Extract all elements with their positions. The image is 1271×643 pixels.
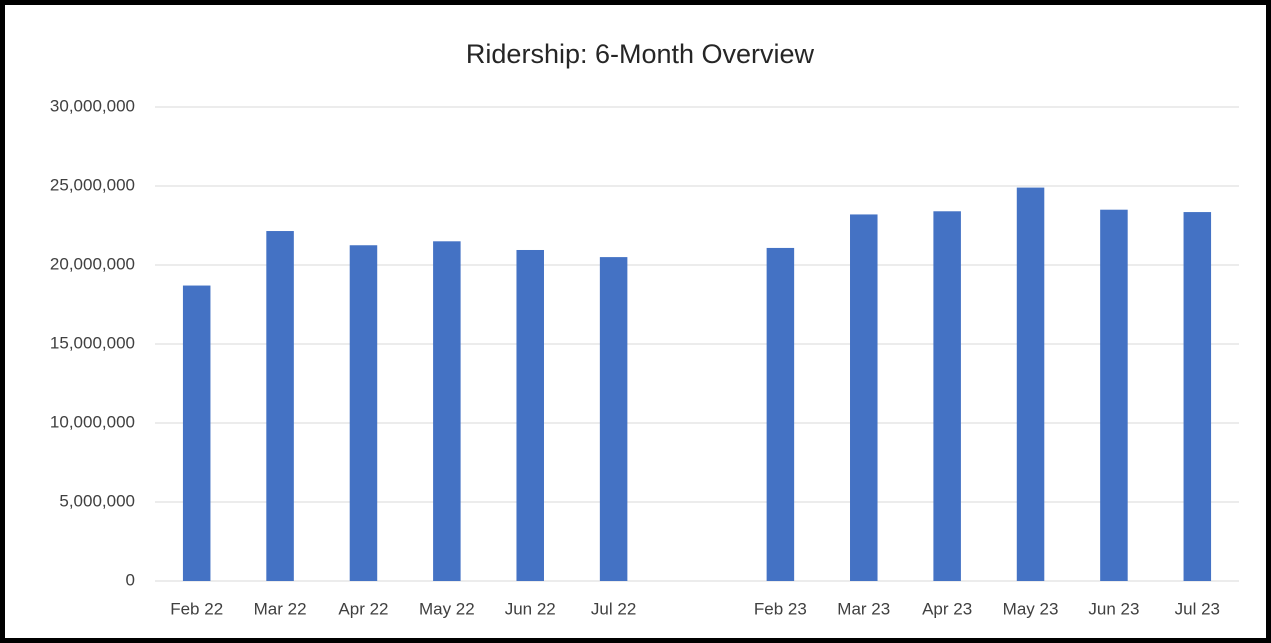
x-tick-label: Mar 23 [837, 599, 890, 618]
bar [1100, 209, 1128, 581]
y-tick-label: 15,000,000 [50, 333, 135, 352]
y-tick-label: 20,000,000 [50, 254, 135, 273]
x-tick-label: Jun 22 [505, 599, 556, 618]
x-tick-label: May 22 [419, 599, 475, 618]
bar [182, 285, 211, 581]
x-tick-label: Jul 22 [591, 599, 636, 618]
y-tick-label: 30,000,000 [50, 96, 135, 115]
x-tick-label: Apr 23 [922, 599, 972, 618]
x-tick-label: May 23 [1003, 599, 1059, 618]
y-tick-label: 25,000,000 [50, 175, 135, 194]
bar [349, 245, 378, 581]
x-tick-label: Mar 22 [254, 599, 307, 618]
bar [433, 241, 461, 582]
bar [850, 214, 878, 581]
x-tick-label: Feb 22 [170, 599, 223, 618]
bar [266, 231, 294, 581]
x-tick-label: Jul 23 [1175, 599, 1220, 618]
bar [1183, 212, 1212, 581]
chart-title: Ridership: 6-Month Overview [466, 39, 815, 69]
bar [1016, 187, 1045, 581]
x-tick-label: Jun 23 [1088, 599, 1139, 618]
x-tick-label: Apr 22 [338, 599, 388, 618]
bar [516, 249, 544, 582]
bar [766, 247, 795, 581]
y-tick-label: 10,000,000 [50, 412, 135, 431]
y-tick-label: 0 [126, 570, 135, 589]
bar [933, 211, 961, 581]
bar [599, 257, 628, 581]
y-tick-label: 5,000,000 [59, 491, 135, 510]
x-tick-label: Feb 23 [754, 599, 807, 618]
